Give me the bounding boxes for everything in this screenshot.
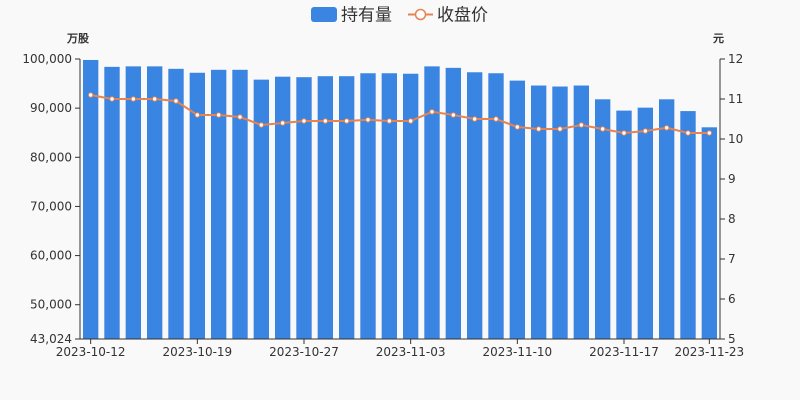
close-price-point[interactable] (322, 118, 329, 124)
close-price-point[interactable] (450, 112, 457, 118)
holdings-bar[interactable] (210, 69, 227, 339)
left-axis-tick-label: 70,000 (30, 199, 72, 213)
close-price-point[interactable] (535, 126, 542, 132)
axes: 43,024 50,000 60,000 70,000 80,000 90,000 100,… (22, 52, 744, 359)
left-axis-tick-label: 90,000 (30, 101, 72, 115)
holdings-bars (82, 59, 718, 340)
close-price-point[interactable] (301, 118, 307, 124)
left-axis-tick-label: 43,024 (30, 332, 72, 346)
close-price-point[interactable] (109, 96, 115, 102)
holdings-bar[interactable] (701, 127, 718, 339)
holdings-bar[interactable] (445, 67, 462, 339)
close-price-point[interactable] (706, 130, 713, 136)
close-price-point[interactable] (407, 118, 414, 124)
right-axis-tick-label: 12 (728, 52, 743, 66)
x-axis-ticks: 2023-10-12 2023-10-19 2023-10-27 2023-11-03… (56, 339, 744, 359)
close-price-point[interactable] (215, 112, 222, 118)
close-price-point[interactable] (279, 120, 286, 126)
holdings-bar[interactable] (680, 111, 696, 339)
right-axis-tick-label: 9 (728, 172, 736, 186)
holdings-bar[interactable] (296, 77, 312, 340)
holdings-bar[interactable] (402, 73, 419, 340)
right-axis-ticks: 5 6 7 8 9 10 11 12 (720, 52, 743, 346)
x-axis-tick-label: 2023-10-27 (269, 345, 339, 359)
right-axis-tick-label: 6 (728, 292, 736, 306)
holdings-bar[interactable] (573, 85, 590, 339)
right-axis-tick-label: 7 (728, 252, 736, 266)
holdings-bar[interactable] (189, 72, 206, 339)
plot-area (82, 59, 718, 340)
holdings-bar[interactable] (360, 73, 376, 339)
close-price-point[interactable] (514, 124, 521, 130)
holdings-bar[interactable] (338, 76, 355, 339)
close-price-point[interactable] (386, 118, 393, 124)
close-price-point[interactable] (151, 96, 158, 102)
close-price-point[interactable] (130, 96, 137, 102)
left-axis-tick-label: 50,000 (30, 298, 72, 312)
holdings-bar[interactable] (232, 69, 248, 339)
legend-bar-swatch-icon[interactable] (311, 7, 337, 22)
holdings-bar[interactable] (168, 68, 184, 339)
right-axis-tick-label: 5 (728, 332, 736, 346)
close-price-point[interactable] (642, 128, 649, 134)
close-price-point[interactable] (87, 92, 94, 98)
right-axis-unit-label: 元 (713, 32, 724, 45)
holdings-bar[interactable] (530, 85, 547, 339)
holdings-bar[interactable] (488, 73, 504, 339)
close-price-point[interactable] (663, 125, 670, 131)
holdings-bar[interactable] (253, 79, 270, 339)
left-axis-tick-label: 60,000 (30, 249, 72, 263)
holdings-bar[interactable] (104, 66, 120, 340)
close-price-point[interactable] (599, 126, 606, 132)
close-price-point[interactable] (173, 98, 179, 104)
right-axis-tick-label: 8 (728, 212, 736, 226)
legend-label-holdings[interactable]: 持有量 (341, 6, 392, 26)
close-price-point[interactable] (685, 130, 691, 136)
close-price-series-line (90, 94, 710, 135)
holdings-bar[interactable] (125, 66, 142, 340)
left-axis-tick-label: 100,000 (22, 52, 72, 66)
left-axis-ticks: 43,024 50,000 60,000 70,000 80,000 90,000 100,… (22, 52, 80, 346)
close-price-point[interactable] (194, 112, 201, 118)
close-price-point[interactable] (365, 117, 371, 123)
holdings-bar[interactable] (658, 99, 675, 339)
close-price-point[interactable] (493, 116, 499, 122)
x-axis-tick-label: 2023-10-19 (162, 345, 232, 359)
holdings-bar[interactable] (552, 86, 568, 340)
holdings-bar[interactable] (466, 72, 483, 340)
left-axis-unit-label: 万股 (66, 32, 90, 45)
x-axis-tick-label: 2023-11-17 (589, 345, 659, 359)
close-price-line (87, 92, 713, 136)
right-axis-tick-label: 11 (728, 92, 743, 106)
x-axis-tick-label: 2023-11-10 (482, 345, 552, 359)
holdings-bar[interactable] (274, 76, 291, 339)
close-price-point[interactable] (471, 116, 478, 122)
close-price-point[interactable] (343, 118, 350, 124)
legend[interactable]: 持有量 收盘价 (311, 6, 488, 26)
close-price-point[interactable] (557, 126, 563, 132)
legend-circle-marker-icon[interactable] (414, 8, 427, 21)
close-price-point[interactable] (429, 109, 435, 115)
x-axis-tick-label: 2023-11-03 (376, 345, 446, 359)
holdings-bar[interactable] (509, 80, 526, 340)
left-axis-tick-label: 80,000 (30, 150, 72, 164)
close-price-point[interactable] (621, 130, 627, 136)
x-axis-tick-label: 2023-10-12 (56, 345, 126, 359)
close-price-point[interactable] (237, 114, 243, 120)
holdings-bar[interactable] (637, 107, 654, 340)
holdings-bar[interactable] (381, 73, 398, 339)
legend-label-close-price[interactable]: 收盘价 (437, 6, 488, 26)
close-price-point[interactable] (258, 122, 265, 128)
x-axis-tick-label: 2023-11-23 (674, 345, 744, 359)
holdings-bar[interactable] (82, 59, 99, 339)
holdings-bar[interactable] (616, 110, 632, 339)
holdings-bar[interactable] (424, 66, 440, 340)
holdings-bar[interactable] (594, 99, 611, 339)
holdings-bar[interactable] (317, 76, 334, 339)
holdings-bar[interactable] (146, 66, 163, 340)
close-price-point[interactable] (578, 122, 585, 128)
right-axis-tick-label: 10 (728, 132, 743, 146)
